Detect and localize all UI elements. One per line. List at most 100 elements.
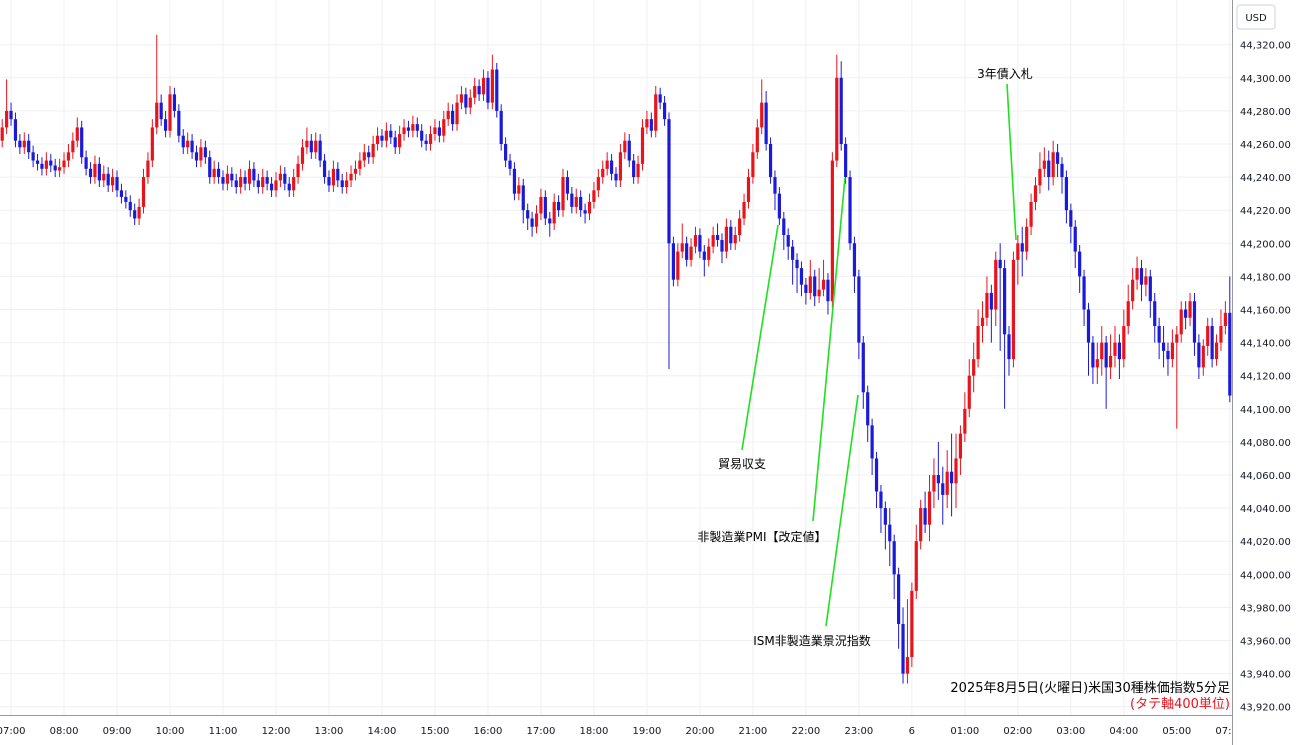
annotation: ISM非製造業景況指数 [753, 633, 871, 648]
x-tick-label: 17:00 [527, 726, 556, 737]
candle-body [1139, 268, 1144, 285]
candle-body [1126, 301, 1130, 327]
candle-body [949, 471, 954, 484]
y-tick-label: 44,180.00 [1240, 272, 1291, 283]
candle-body [821, 279, 826, 290]
candle-body [980, 317, 985, 327]
candle-body [1042, 160, 1046, 169]
candle-body [1038, 168, 1042, 186]
candle-body [314, 140, 318, 153]
candle-body [252, 168, 256, 181]
candle-body [35, 160, 40, 164]
x-tick-label: 01:00 [950, 726, 979, 737]
candle-body [1184, 309, 1188, 318]
candle-body [738, 218, 742, 236]
candle-body [186, 140, 190, 148]
candle-body [194, 152, 199, 161]
candle-body [512, 168, 517, 194]
candle-body [941, 483, 945, 495]
candle-body [883, 508, 887, 525]
candle-body [1073, 226, 1077, 252]
candle-body [910, 590, 914, 658]
candle-body [398, 134, 402, 148]
candle-body [927, 491, 932, 525]
candle-body [477, 86, 481, 95]
candle-body [1029, 201, 1033, 227]
candle-body [1117, 342, 1121, 360]
candle-body [795, 259, 799, 269]
annotation: 貿易収支 [718, 457, 766, 471]
candle-body [1223, 312, 1227, 327]
y-tick-label: 44,040.00 [1240, 504, 1291, 515]
candle-body [976, 326, 980, 360]
candle-body [349, 173, 353, 181]
candle-body [296, 163, 300, 178]
candle-body [521, 185, 525, 211]
candle-body [1135, 268, 1139, 280]
candle-body [654, 94, 658, 131]
candle-body [22, 140, 26, 148]
x-tick-label: 09:00 [103, 726, 132, 737]
candle-body [115, 177, 119, 191]
candle-body [967, 375, 971, 409]
candle-body [552, 201, 556, 224]
candle-body [1175, 334, 1179, 343]
candle-body [1108, 355, 1113, 368]
candle-body [411, 124, 415, 131]
candle-body [914, 541, 918, 591]
candle-body [459, 94, 464, 103]
candle-body [305, 140, 309, 148]
candle-body [1060, 163, 1064, 178]
x-tick-label: 19:00 [632, 726, 661, 737]
candle-body [221, 177, 225, 184]
candle-body [724, 226, 728, 252]
x-tick-label: 23:00 [844, 726, 873, 737]
candle-body [799, 268, 804, 285]
candle-body [826, 279, 830, 302]
candle-body [420, 130, 424, 141]
candle-body [534, 213, 539, 227]
candle-body [945, 471, 949, 495]
candle-body [879, 491, 883, 509]
candle-body [808, 276, 812, 293]
x-tick-label: 07:00 [0, 726, 25, 737]
candle-body [318, 140, 322, 161]
caption-note: (タテ軸400単位) [1130, 696, 1230, 712]
candle-body [583, 210, 587, 214]
candle-body [932, 475, 936, 492]
candle-body [813, 276, 817, 297]
candle-body [897, 574, 901, 624]
candle-body [442, 119, 446, 136]
y-tick-label: 44,300.00 [1240, 74, 1291, 85]
candle-body [146, 160, 150, 178]
candle-body [49, 160, 53, 166]
candle-body [1078, 251, 1082, 277]
candle-body [764, 102, 768, 144]
candle-body [667, 119, 671, 244]
candle-body [565, 177, 570, 194]
y-tick-label: 44,060.00 [1240, 471, 1291, 482]
candle-body [579, 196, 583, 211]
candle-body [230, 173, 234, 181]
candle-body [1201, 345, 1205, 368]
candle-body [464, 94, 468, 108]
candle-body [640, 127, 645, 164]
candle-body [1095, 359, 1099, 368]
candle-body [371, 143, 375, 158]
candle-body [58, 167, 62, 171]
candle-body [1192, 301, 1197, 343]
x-tick-label: 20:00 [685, 726, 714, 737]
candle-body [543, 196, 547, 219]
candle-body [892, 541, 896, 575]
candle-body [300, 147, 305, 164]
candle-body [5, 110, 9, 128]
candle-body [102, 173, 106, 181]
candle-body [292, 177, 296, 191]
candle-body [163, 119, 168, 131]
candle-body [155, 102, 159, 128]
x-tick-label: 02:00 [1003, 726, 1032, 737]
candle-body [662, 102, 667, 120]
y-tick-label: 44,100.00 [1240, 405, 1291, 416]
candle-body [548, 218, 552, 224]
candle-body [247, 168, 252, 184]
